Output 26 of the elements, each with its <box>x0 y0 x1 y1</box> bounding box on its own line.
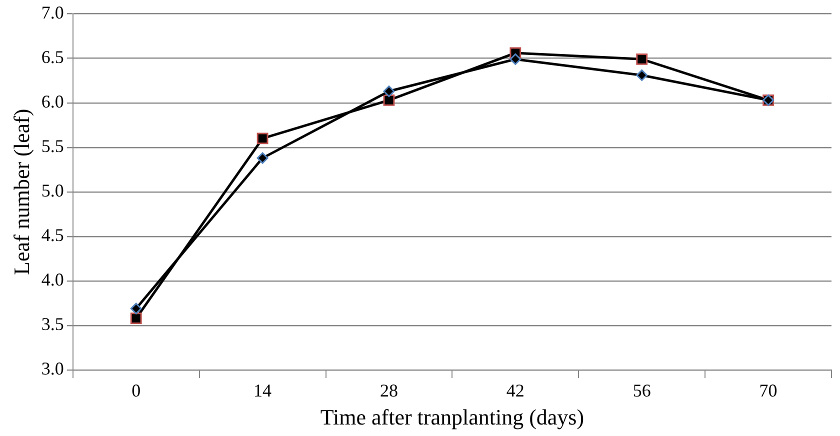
point <box>130 312 142 324</box>
y-tick-label: 5.0 <box>41 180 64 201</box>
x-tick-label: 70 <box>759 380 778 401</box>
point <box>256 132 268 144</box>
x-tick-label: 14 <box>254 380 272 401</box>
x-tick-label: 42 <box>506 380 524 401</box>
y-tick-label: 3.5 <box>41 314 64 334</box>
y-tick-label: 3.0 <box>41 358 64 379</box>
y-tick-label: 6.5 <box>41 47 64 68</box>
point <box>383 86 395 98</box>
point <box>256 152 268 164</box>
y-tick-label: 4.5 <box>41 225 64 246</box>
point <box>636 54 648 65</box>
y-tick-label: 6.0 <box>41 92 64 112</box>
x-axis-title: Time after tranplanting (days) <box>320 404 584 430</box>
y-tick-label: 4.0 <box>41 270 64 290</box>
x-tick-label: 0 <box>132 380 141 401</box>
point <box>510 53 522 65</box>
x-tick-label: 28 <box>380 380 398 401</box>
y-tick-label: 7.0 <box>41 2 64 23</box>
point <box>383 94 395 106</box>
point <box>636 69 648 81</box>
x-tick-label: 56 <box>632 380 651 401</box>
y-axis-title: Leaf number (leaf) <box>8 108 34 275</box>
point <box>130 302 142 314</box>
y-tick-label: 5.5 <box>41 136 64 156</box>
